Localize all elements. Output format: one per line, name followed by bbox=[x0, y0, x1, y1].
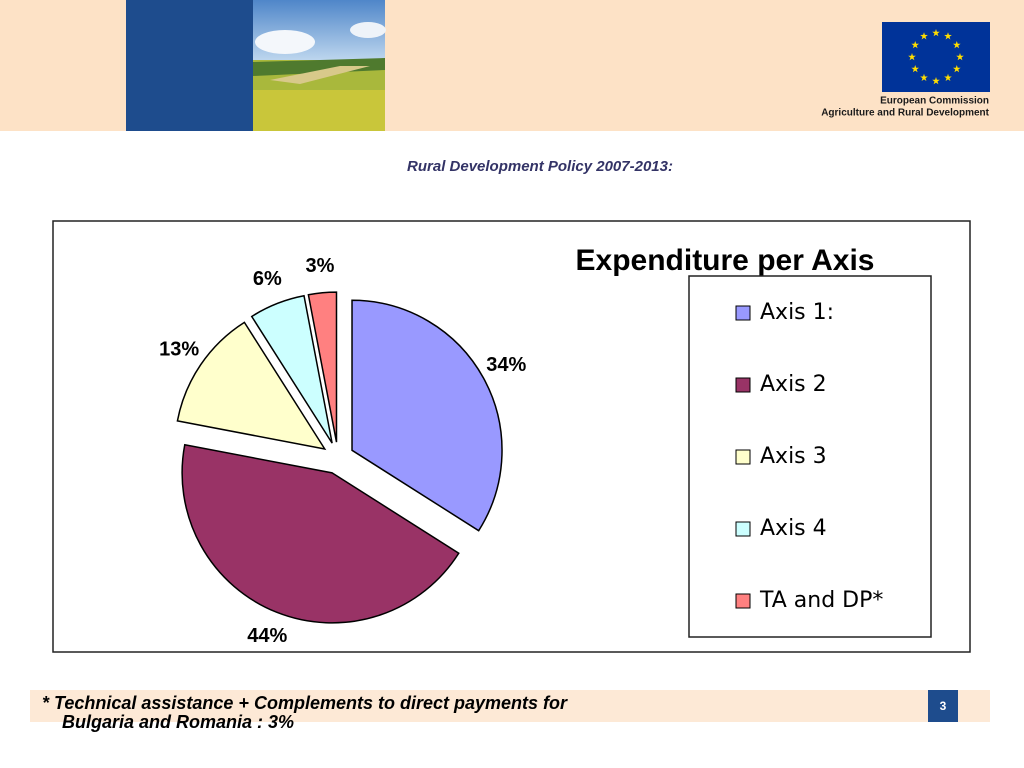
header-org: European Commission bbox=[880, 96, 989, 107]
legend-label: TA and DP* bbox=[759, 588, 883, 613]
legend-swatch bbox=[735, 521, 751, 537]
page-number-box bbox=[928, 690, 958, 722]
legend-swatch bbox=[735, 377, 751, 393]
data-label: 6% bbox=[253, 268, 282, 290]
chart-title: Expenditure per Axis bbox=[576, 244, 875, 277]
legend-swatch bbox=[735, 449, 751, 465]
legend-swatch bbox=[735, 305, 751, 321]
legend-label: Axis 4 bbox=[760, 516, 827, 541]
star bbox=[932, 77, 940, 85]
star bbox=[911, 65, 919, 73]
data-label: 13% bbox=[159, 338, 199, 360]
footnote: * Technical assistance + Complements to … bbox=[42, 693, 568, 713]
eu-stars bbox=[908, 29, 964, 85]
pie: 34% 44% 13% 6% 3% bbox=[159, 255, 526, 647]
star bbox=[944, 73, 952, 81]
header-block bbox=[126, 0, 253, 131]
legend-label: Axis 2 bbox=[760, 372, 827, 397]
star bbox=[953, 65, 961, 73]
data-label: 34% bbox=[486, 354, 526, 376]
legend-swatch bbox=[735, 593, 751, 609]
data-label: 3% bbox=[305, 255, 334, 277]
star bbox=[920, 32, 928, 40]
data-label: 44% bbox=[247, 625, 287, 647]
pie-slice bbox=[176, 321, 327, 451]
legend: Axis 1: Axis 2 Axis 3 Axis 4 TA and DP* bbox=[735, 300, 883, 613]
star bbox=[932, 29, 940, 37]
header-dept: Agriculture and Rural Development bbox=[821, 108, 989, 119]
star bbox=[908, 53, 916, 61]
footnote-band bbox=[30, 690, 990, 722]
star bbox=[944, 32, 952, 40]
page-number: 3 bbox=[940, 699, 947, 713]
star bbox=[911, 41, 919, 49]
legend-label: Axis 3 bbox=[760, 444, 827, 469]
pie-slice bbox=[181, 443, 460, 624]
legend-box bbox=[688, 275, 932, 638]
legend-label: Axis 1: bbox=[760, 300, 834, 325]
star bbox=[953, 41, 961, 49]
pie-slice bbox=[307, 291, 338, 443]
pie-slice bbox=[351, 299, 503, 532]
slide-title: Rural Development Policy 2007-2013: bbox=[407, 158, 673, 175]
pie-slice bbox=[250, 294, 333, 444]
header-photo bbox=[253, 0, 386, 131]
star bbox=[920, 73, 928, 81]
footnote: Bulgaria and Romania : 3% bbox=[62, 712, 294, 732]
star bbox=[956, 53, 964, 61]
